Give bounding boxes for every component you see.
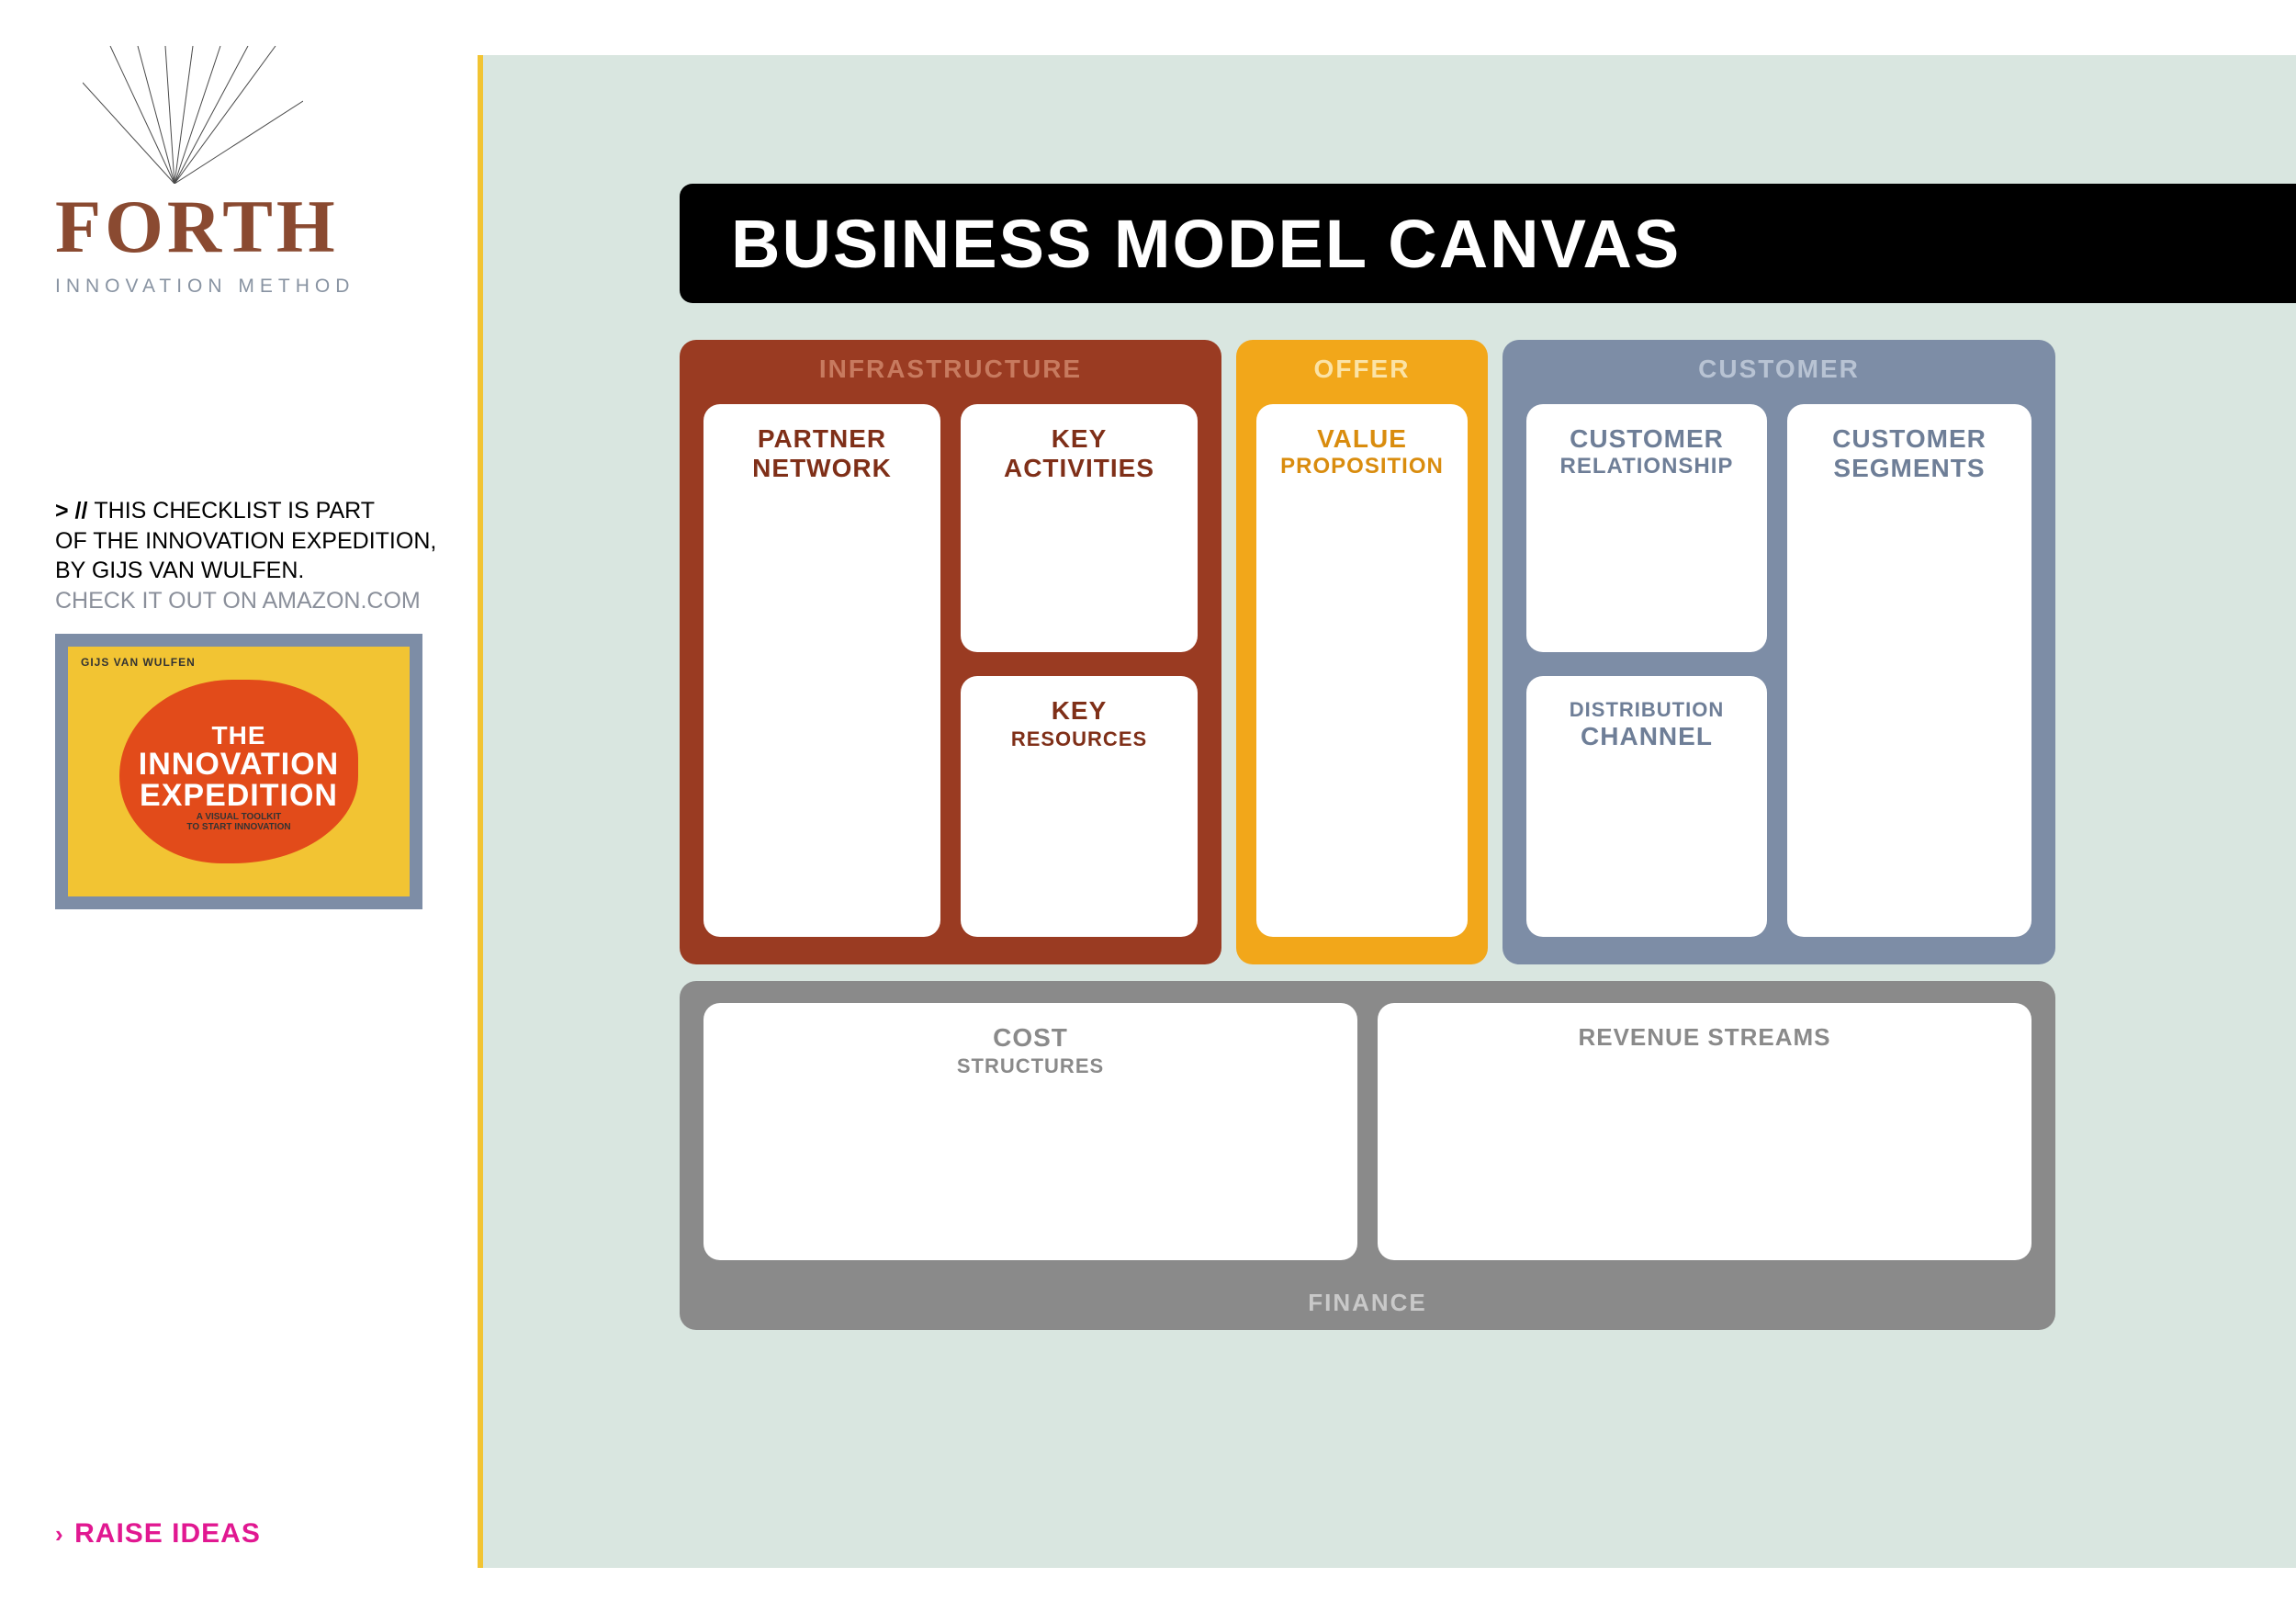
logo-block: FORTH INNOVATION METHOD [55, 46, 404, 298]
title-bar: BUSINESS MODEL CANVAS [680, 184, 2296, 303]
card-title: CUSTOMER [1526, 424, 1767, 454]
sidebar: FORTH INNOVATION METHOD > // THIS CHECKL… [0, 0, 478, 1623]
card-title: DISTRIBUTION [1526, 698, 1767, 722]
page-title: BUSINESS MODEL CANVAS [731, 205, 1681, 283]
card-distribution-channel: DISTRIBUTION CHANNEL [1526, 676, 1767, 937]
card-title: NETWORK [703, 454, 940, 483]
book-tagline: A VISUAL TOOLKIT TO START INNOVATION [186, 812, 290, 832]
card-title: CUSTOMER [1787, 424, 2032, 454]
book-author: GIJS VAN WULFEN [81, 656, 196, 669]
amazon-link[interactable]: CHECK IT OUT ON AMAZON.COM [55, 586, 478, 616]
note-line3: BY GIJS VAN WULFEN. [55, 556, 478, 586]
card-partner-network: PARTNER NETWORK [703, 404, 940, 937]
card-title: KEY [961, 696, 1198, 726]
note-line1: THIS CHECKLIST IS PART [94, 498, 375, 524]
card-title: PARTNER [703, 424, 940, 454]
group-customer: CUSTOMER CUSTOMER RELATIONSHIP DISTRIBUT… [1503, 340, 2055, 964]
card-title: STRUCTURES [703, 1054, 1357, 1078]
note-prefix: > // [55, 498, 94, 524]
card-title: RESOURCES [961, 727, 1198, 751]
book-thumbnail[interactable]: GIJS VAN WULFEN THE INNOVATION EXPEDITIO… [55, 634, 422, 909]
card-title: COST [703, 1023, 1357, 1053]
card-title: REVENUE STREAMS [1378, 1023, 2032, 1052]
card-title: RELATIONSHIP [1526, 454, 1767, 479]
card-customer-relationship: CUSTOMER RELATIONSHIP [1526, 404, 1767, 652]
card-key-resources: KEY RESOURCES [961, 676, 1198, 937]
group-label-infrastructure: INFRASTRUCTURE [680, 340, 1221, 384]
card-title: VALUE [1256, 424, 1468, 454]
chevron-right-icon: › [55, 1520, 64, 1548]
card-title: SEGMENTS [1787, 454, 2032, 483]
card-key-activities: KEY ACTIVITIES [961, 404, 1198, 652]
logo-name: FORTH [55, 184, 404, 270]
card-revenue-streams: REVENUE STREAMS [1378, 1003, 2032, 1260]
group-infrastructure: INFRASTRUCTURE PARTNER NETWORK KEY ACTIV… [680, 340, 1221, 964]
book-cover: GIJS VAN WULFEN THE INNOVATION EXPEDITIO… [68, 647, 410, 896]
raise-ideas-link[interactable]: › RAISE IDEAS [55, 1518, 261, 1550]
card-title: ACTIVITIES [961, 454, 1198, 483]
group-offer: OFFER VALUE PROPOSITION [1236, 340, 1488, 964]
card-value-proposition: VALUE PROPOSITION [1256, 404, 1468, 937]
logo-rays-icon [83, 46, 303, 184]
card-customer-segments: CUSTOMER SEGMENTS [1787, 404, 2032, 937]
card-title: CHANNEL [1526, 722, 1767, 751]
raise-ideas-label: RAISE IDEAS [74, 1518, 261, 1549]
card-title: KEY [961, 424, 1198, 454]
note-line2: OF THE INNOVATION EXPEDITION, [55, 526, 478, 557]
group-label-customer: CUSTOMER [1503, 340, 2055, 384]
card-cost-structures: COST STRUCTURES [703, 1003, 1357, 1260]
logo-subtitle: INNOVATION METHOD [55, 276, 404, 298]
book-title: THE INNOVATION EXPEDITION [139, 723, 339, 811]
card-title: PROPOSITION [1256, 454, 1468, 479]
group-label-finance: FINANCE [680, 1289, 2055, 1317]
group-label-offer: OFFER [1236, 340, 1488, 384]
group-finance: COST STRUCTURES REVENUE STREAMS FINANCE [680, 981, 2055, 1330]
sidebar-note: > // THIS CHECKLIST IS PART OF THE INNOV… [55, 496, 478, 615]
page: FORTH INNOVATION METHOD > // THIS CHECKL… [0, 0, 2296, 1623]
